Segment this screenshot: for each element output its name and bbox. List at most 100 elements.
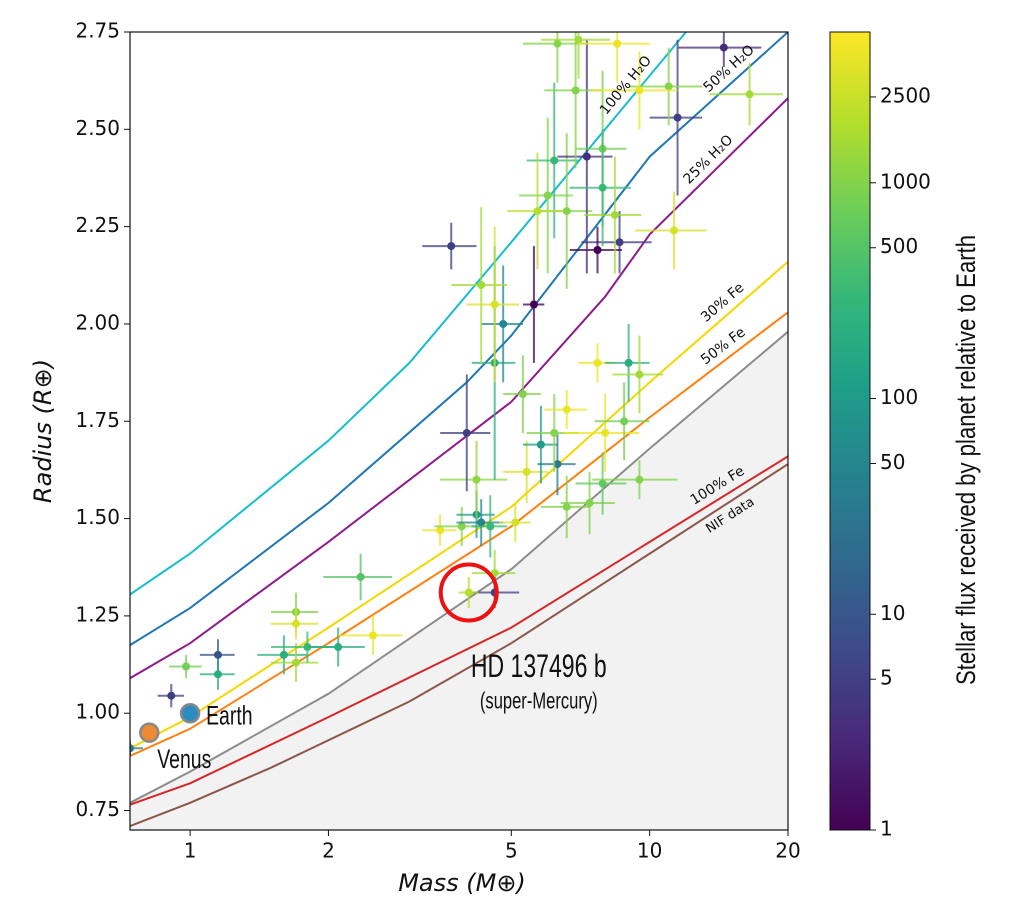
planet-point	[356, 572, 365, 581]
x-tick-label: 2	[322, 839, 335, 863]
planet-point	[635, 86, 644, 95]
planet-point	[571, 86, 580, 95]
planet-point	[601, 428, 610, 437]
model-curve	[130, 463, 788, 828]
y-tick-label: 1.00	[75, 700, 120, 724]
planet-point	[334, 643, 343, 652]
planet-point	[620, 417, 629, 426]
colorbar-tick-label: 1000	[880, 169, 931, 193]
model-curve	[130, 32, 687, 596]
planet-point	[464, 588, 473, 597]
colorbar-label: Stellar flux received by planet relative…	[952, 235, 982, 685]
planet-point	[664, 82, 673, 91]
planet-point	[598, 479, 607, 488]
y-axis-label: Radius (R⊕)	[29, 359, 57, 503]
planet-point	[543, 191, 552, 200]
colorbar-tick-label: 50	[880, 450, 905, 474]
planet-point	[562, 405, 571, 414]
y-tick-label: 2.75	[75, 19, 120, 43]
planet-point	[562, 207, 571, 216]
planet-point	[582, 152, 591, 161]
y-tick-label: 2.50	[75, 116, 120, 140]
region-fill	[130, 331, 788, 830]
y-tick-label: 2.25	[75, 213, 120, 237]
planet-point	[213, 670, 222, 679]
planet-point	[536, 440, 545, 449]
planet-point	[745, 90, 754, 99]
plot-frame	[129, 31, 789, 831]
planet-point	[522, 467, 531, 476]
colorbar-tick-label: 1	[880, 817, 893, 841]
planet-point	[550, 156, 559, 165]
planet-point	[670, 226, 679, 235]
reference-label: Earth	[206, 700, 252, 730]
planet-point	[436, 526, 445, 535]
planet-point	[499, 319, 508, 328]
planet-point	[635, 370, 644, 379]
planet-point	[213, 650, 222, 659]
planet-point	[518, 390, 527, 399]
planet-point	[610, 210, 619, 219]
planet-point	[533, 207, 542, 216]
planet-point	[462, 428, 471, 437]
planet-point	[719, 43, 728, 52]
x-tick-label: 20	[775, 839, 800, 863]
planet-point	[279, 650, 288, 659]
colorbar-tick-label: 5	[880, 666, 893, 690]
planet-point	[130, 744, 134, 753]
planet-point	[472, 475, 481, 484]
planet-point	[486, 522, 495, 531]
colorbar-tick-label: 10	[880, 601, 905, 625]
planet-point	[585, 499, 594, 508]
y-tick-label: 1.75	[75, 408, 120, 432]
model-curve	[130, 260, 788, 750]
planet-point	[673, 113, 682, 122]
colorbar-tick-label: 500	[880, 234, 918, 258]
planet-point	[292, 619, 301, 628]
reference-planet	[139, 722, 160, 743]
planet-point	[562, 502, 571, 511]
planet-point	[292, 658, 301, 667]
planet-point	[182, 662, 191, 671]
planet-point	[624, 358, 633, 367]
planet-point	[477, 518, 486, 527]
colorbar-tick-label: 100	[880, 385, 918, 409]
reference-planet	[179, 702, 201, 724]
y-tick-label: 1.50	[75, 505, 120, 529]
planet-point	[615, 238, 624, 247]
model-curve	[130, 455, 788, 806]
planet-point	[550, 428, 559, 437]
planet-point	[635, 475, 644, 484]
x-tick-label: 1	[184, 839, 197, 863]
colorbar	[829, 31, 871, 831]
annotation-label: HD 137496 b	[471, 648, 607, 684]
planet-point	[574, 35, 583, 44]
y-tick-label: 2.00	[75, 310, 120, 334]
planet-point	[593, 358, 602, 367]
x-tick-label: 10	[637, 839, 662, 863]
planet-point	[477, 281, 486, 290]
planet-point	[593, 245, 602, 254]
planet-point	[368, 631, 377, 640]
x-axis-label: Mass (M⊕)	[398, 869, 526, 897]
colorbar-tick-label: 2500	[880, 83, 931, 107]
reference-label: Venus	[157, 744, 211, 774]
highlight-circle	[438, 562, 499, 623]
planet-point	[598, 183, 607, 192]
x-tick-label: 5	[505, 839, 518, 863]
planet-point	[553, 460, 562, 469]
planet-point	[553, 39, 562, 48]
model-curve	[130, 311, 788, 757]
model-curve	[130, 97, 788, 680]
model-curve	[130, 330, 788, 804]
planet-point	[613, 39, 622, 48]
planet-point	[529, 300, 538, 309]
planet-point	[447, 242, 456, 251]
planet-point	[490, 300, 499, 309]
planet-point	[167, 691, 176, 700]
y-tick-label: 1.25	[75, 602, 120, 626]
planet-point	[511, 518, 520, 527]
planet-point	[457, 522, 466, 531]
annotation-sublabel: (super-Mercury)	[480, 689, 598, 714]
